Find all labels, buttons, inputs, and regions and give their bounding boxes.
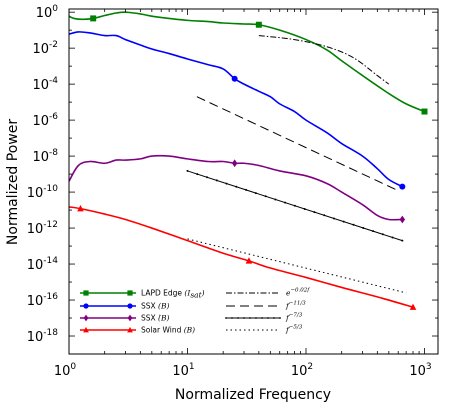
legend-label-0: LAPD Edge (Isat) xyxy=(141,289,205,300)
legend-ref-dot-7 xyxy=(267,317,269,319)
legend-ref-label-0: e−0.02f xyxy=(286,288,310,298)
series-1-marker-0 xyxy=(231,75,238,82)
series-3-marker-2 xyxy=(409,303,417,310)
legend-marker-2-b xyxy=(127,314,133,322)
x-tick-label-2: 102 xyxy=(291,362,313,379)
ref-line-2-dot-21 xyxy=(391,236,394,239)
ref-line-2-dot-4 xyxy=(225,182,228,185)
y-axis-label: Normalized Power xyxy=(5,119,21,245)
ref-line-2-dot-2 xyxy=(206,176,209,179)
ref-line-2-dot-17 xyxy=(352,223,355,226)
x-tick-label-0: 100 xyxy=(54,362,77,379)
legend-ref-dot-2 xyxy=(237,317,239,319)
legend-marker-3-b xyxy=(127,326,133,333)
legend-ref-dot-4 xyxy=(249,317,251,319)
axis-ticks xyxy=(68,9,438,355)
legend-marker-0-a xyxy=(83,290,89,296)
ref-line-2-dot-9 xyxy=(274,198,277,201)
y-tick-label-0: 100 xyxy=(36,4,59,21)
ref-line-2-dot-8 xyxy=(264,195,267,198)
y-tick-label-3: 10-6 xyxy=(32,112,58,129)
ref-line-2-dot-16 xyxy=(342,220,345,223)
y-tick-label-9: 10-18 xyxy=(27,328,59,345)
y-tick-label-1: 10-2 xyxy=(32,40,58,57)
series-0-marker-2 xyxy=(421,108,428,115)
ref-line-2-dot-3 xyxy=(215,179,218,182)
series-0-marker-1 xyxy=(255,21,262,28)
axis-tick-labels: 100 101 102 103 100 10-2 10-4 10-6 10-8 10-10 10-1… xyxy=(27,4,432,379)
ref-line-2-dot-20 xyxy=(381,233,384,236)
series-2-marker-1 xyxy=(399,215,406,224)
ref-line-2-dot-11 xyxy=(293,204,296,207)
legend-marker-2-a xyxy=(83,314,89,322)
legend-ref-dot-6 xyxy=(261,317,263,319)
ref-line-2-dot-12 xyxy=(303,207,306,210)
series-0-marker-0 xyxy=(90,15,97,22)
x-axis-label: Normalized Frequency xyxy=(175,387,331,403)
legend-ref-dot-3 xyxy=(243,317,245,319)
ref-line-2-dot-14 xyxy=(323,214,326,217)
legend-label-1: SSX (B) xyxy=(141,302,169,311)
ref-line-2-dot-7 xyxy=(254,192,257,195)
legend-ref-dot-8 xyxy=(273,317,275,319)
ref-line-2-dot-1 xyxy=(196,173,199,176)
y-tick-label-8: 10-16 xyxy=(27,292,59,309)
legend-label-2: SSX (̇B) xyxy=(141,314,169,323)
ref-line-2-dot-5 xyxy=(235,185,238,188)
ref-line-2-dot-13 xyxy=(313,211,316,214)
y-tick-label-5: 10-10 xyxy=(27,184,59,201)
plot-frame xyxy=(68,8,439,355)
ref-line-1 xyxy=(196,96,399,192)
series-layer xyxy=(69,11,428,310)
legend-ref-label-3: f−5/3 xyxy=(285,325,303,335)
legend-label-3: Solar Wind (B) xyxy=(141,326,195,335)
legend-ref-label-1: f−11/3 xyxy=(285,301,306,311)
y-tick-label-2: 10-4 xyxy=(32,76,58,93)
ref-line-2-dot-18 xyxy=(362,226,365,229)
y-tick-label-6: 10-12 xyxy=(27,220,58,237)
legend-marker-1-b xyxy=(127,303,133,309)
series-line-3 xyxy=(69,206,414,308)
legend-ref-dot-0 xyxy=(225,317,227,319)
x-tick-label-3: 103 xyxy=(409,362,431,379)
x-tick-label-1: 101 xyxy=(172,362,194,379)
reference-lines xyxy=(186,35,407,294)
y-tick-label-7: 10-14 xyxy=(27,256,59,273)
ref-line-2-dot-0 xyxy=(186,169,189,172)
ref-line-2-dot-19 xyxy=(372,230,375,233)
legend-marker-1-a xyxy=(83,303,89,309)
ref-line-0 xyxy=(258,35,390,85)
series-3-marker-0 xyxy=(77,205,84,212)
legend-marker-3-a xyxy=(83,326,89,333)
series-line-0 xyxy=(69,11,425,113)
legend-ref-dot-5 xyxy=(255,317,257,319)
ref-line-2-dot-6 xyxy=(245,188,248,191)
series-1-marker-1 xyxy=(399,183,406,190)
ref-line-3 xyxy=(187,238,407,294)
series-2-marker-0 xyxy=(231,159,238,168)
legend-ref-dot-9 xyxy=(279,317,281,319)
y-tick-label-4: 10-8 xyxy=(32,148,58,165)
ref-line-2-dot-15 xyxy=(332,217,335,220)
series-line-2 xyxy=(69,154,403,221)
legend: LAPD Edge (Isat) SSX (B) SSX (̇B) Solar Win… xyxy=(80,288,310,335)
series-3-marker-1 xyxy=(245,257,253,264)
ref-line-2-dot-22 xyxy=(401,239,404,242)
ref-line-2-dot-10 xyxy=(284,201,287,204)
legend-ref-label-2: f−7/3 xyxy=(285,313,303,323)
legend-marker-0-b xyxy=(127,290,133,296)
legend-ref-dot-1 xyxy=(231,317,233,319)
